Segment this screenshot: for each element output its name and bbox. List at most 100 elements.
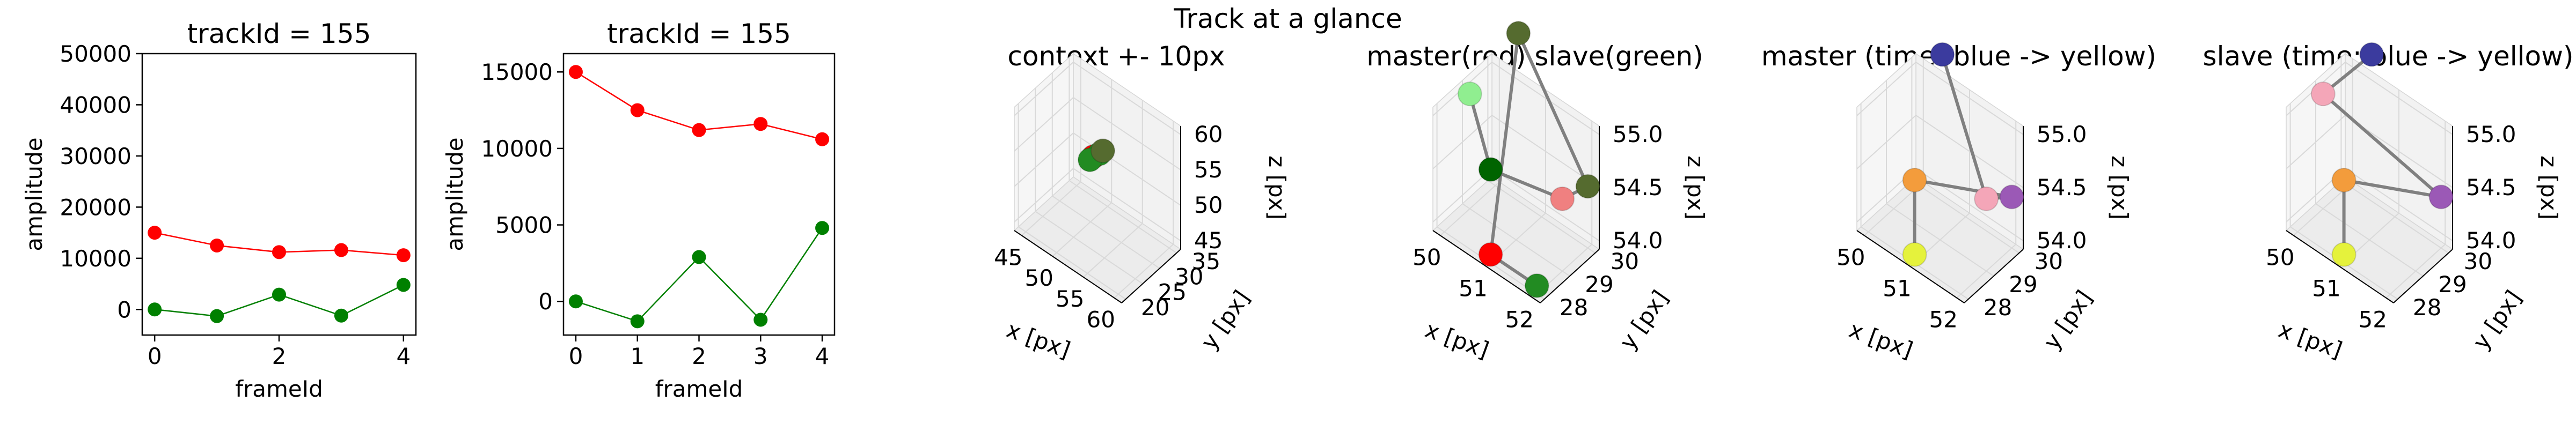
- chart3-z-tick-label: 50: [1194, 192, 1223, 218]
- chart4-point: [1478, 157, 1503, 182]
- chart2-series-1-point: [692, 123, 706, 137]
- chart5-y-tick-label: 28: [1984, 294, 2012, 321]
- chart3-y-tick-label: 25: [1158, 279, 1186, 305]
- chart6-y-grid-line: [2289, 103, 2398, 300]
- chart2-y-tick-label: 5000: [495, 212, 553, 239]
- chart6-connector-line: [2322, 92, 2442, 198]
- chart4-point: [1550, 186, 1575, 211]
- chart1-x-axis-label: frameId: [235, 376, 323, 402]
- chart4-y-tick-label: 28: [1560, 294, 1588, 321]
- chart6-z-tick-label: 54.0: [2466, 227, 2516, 254]
- chart2-series-1-point: [568, 65, 583, 79]
- chart1-series-2-point: [210, 309, 224, 323]
- chart6-y-tick-label: 30: [2464, 248, 2492, 274]
- chart5-y-axis-line: [1964, 249, 2024, 303]
- chart5-y-axis-label: y [px]: [2038, 285, 2097, 354]
- chart3-z-grid-line: [1014, 96, 1181, 170]
- chart6-x-grid-line: [2339, 90, 2399, 267]
- chart5-y-grid-line: [1886, 80, 1994, 277]
- chart1-series-2-point: [148, 302, 162, 317]
- chart4-x-grid-line: [1532, 121, 1593, 299]
- chart2-axes-frame: [562, 53, 836, 336]
- chart2-x-tick-label: 4: [815, 343, 830, 369]
- chart4-x-tick-label: 50: [1413, 244, 1441, 270]
- chart3-y-grid-line: [1069, 57, 1177, 254]
- chart6-x-axis-line: [2286, 230, 2394, 303]
- chart5-y-grid-line: [1860, 103, 1969, 300]
- chart2-x-tick-label: 2: [692, 343, 706, 369]
- chart4-z-grid-line: [1432, 114, 1600, 188]
- chart3-z-grid-line: [1014, 61, 1181, 135]
- chart1-y-tick-label: 50000: [60, 41, 131, 67]
- chart6-y-tick-label: 28: [2413, 294, 2441, 321]
- chart4-z-tick-label: 54.5: [1613, 174, 1663, 200]
- chart5-point: [1974, 186, 1999, 211]
- chart2-series-2-line: [575, 227, 823, 322]
- chart5-x-tick-label: 52: [1929, 307, 1957, 333]
- chart2-series-2-point: [568, 294, 583, 309]
- chart2-series-2-point: [630, 314, 645, 329]
- chart5-x-tick-label: 51: [1883, 276, 1911, 302]
- chart4-point: [1457, 81, 1482, 107]
- chart1-x-tick-label: 4: [396, 343, 411, 369]
- chart1-y-tick-label: 0: [117, 296, 131, 323]
- chart1-y-tick-label: 10000: [60, 246, 131, 272]
- chart4-y-axis-label: y [px]: [1614, 285, 1673, 354]
- chart3-y-grid-line: [1051, 72, 1160, 269]
- chart3-z-axis-label: z [px]: [1264, 155, 1290, 220]
- chart5-connector-line: [1941, 54, 1988, 199]
- chart3-y-tick-label: 30: [1175, 264, 1203, 290]
- chart1-y-tick-label: 20000: [60, 194, 131, 220]
- chart2-series-1-point: [753, 117, 768, 131]
- chart2-x-axis-label: frameId: [655, 376, 743, 402]
- chart1-title: trackId = 155: [187, 18, 371, 49]
- chart6-y-grid-line: [2315, 80, 2424, 277]
- chart4-point: [1506, 21, 1531, 46]
- chart5-z-tick-label: 54.0: [2037, 227, 2087, 254]
- chart3-z-grid-line: [1014, 167, 1181, 241]
- chart4-y-grid-line: [1436, 103, 1545, 300]
- chart3-z-tick-label: 60: [1194, 121, 1223, 147]
- chart3-y-grid-line: [1035, 88, 1143, 285]
- chart5-z-axis-label: z [px]: [2106, 155, 2133, 220]
- chart3-title: context +- 10px: [1007, 41, 1225, 72]
- chart5-point: [1930, 42, 1955, 67]
- chart6-point: [2310, 81, 2336, 107]
- chart4-connector-line: [1468, 93, 1492, 170]
- chart2-series-2-point: [753, 313, 768, 327]
- chart6-z-axis-label: z [px]: [2536, 155, 2562, 220]
- chart5-x-tick-label: 50: [1836, 244, 1865, 270]
- chart1-x-tick-label: 2: [272, 343, 287, 369]
- chart5-x-axis-label: x [px]: [1846, 316, 1916, 363]
- chart2-y-tick-label: 15000: [481, 59, 553, 85]
- chart1-series-2-point: [272, 287, 286, 302]
- chart3-y-grid-line: [1018, 103, 1126, 300]
- chart6-x-grid-line: [2385, 121, 2446, 299]
- chart3-x-grid-line: [1083, 100, 1143, 278]
- chart1-x-tick-label: 0: [148, 343, 162, 369]
- chart5-z-tick-label: 54.5: [2037, 174, 2087, 200]
- chart4-connector-line: [1517, 32, 1590, 187]
- chart6-point: [2331, 167, 2357, 192]
- chart5-y-tick-label: 30: [2035, 248, 2063, 274]
- chart3-y-tick-label: 35: [1192, 248, 1220, 274]
- chart4-x-tick-label: 51: [1459, 276, 1487, 302]
- chart3-y-axis-label: y [px]: [1196, 285, 1255, 354]
- chart4-z-axis-label: z [px]: [1682, 155, 1709, 220]
- chart6-y-tick-label: 29: [2438, 271, 2467, 298]
- chart4-connector-line: [1490, 168, 1563, 200]
- chart2-y-tick-label: 10000: [481, 136, 553, 162]
- chart4-x-grid-line: [1486, 90, 1546, 267]
- chart2-x-tick-label: 0: [569, 343, 583, 369]
- chart5-x-axis-line: [1856, 230, 1965, 303]
- chart2-series-1-point: [815, 132, 830, 146]
- chart3-z-grid-line: [1014, 132, 1181, 206]
- chart2-y-tick-label: 0: [538, 288, 553, 315]
- chart3-x-grid-line: [1021, 58, 1081, 236]
- chart4-point: [1524, 273, 1549, 298]
- chart3-z-tick-label: 45: [1194, 227, 1223, 254]
- chart2-series-2-point: [815, 221, 830, 235]
- chart3-y-tick-label: 20: [1141, 294, 1169, 321]
